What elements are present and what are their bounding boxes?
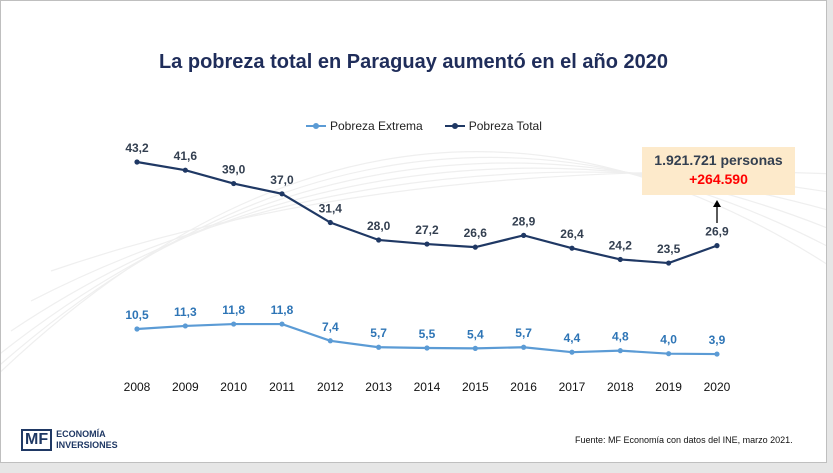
x-tick-label: 2012 bbox=[317, 380, 344, 394]
slide: La pobreza total en Paraguay aumentó en … bbox=[0, 0, 827, 463]
data-label: 41,6 bbox=[174, 149, 198, 163]
x-tick-label: 2016 bbox=[510, 380, 537, 394]
background-arc bbox=[1, 151, 826, 373]
data-point bbox=[666, 260, 672, 266]
data-point bbox=[134, 159, 140, 165]
logo-line2: INVERSIONES bbox=[56, 440, 118, 450]
legend-swatch bbox=[306, 123, 326, 129]
data-point bbox=[714, 351, 720, 357]
x-tick-label: 2017 bbox=[559, 380, 586, 394]
x-tick-label: 2011 bbox=[269, 380, 295, 394]
legend-item-extrema: Pobreza Extrema bbox=[306, 119, 423, 133]
annotation-box: 1.921.721 personas +264.590 bbox=[642, 147, 795, 195]
arrow-up-icon bbox=[713, 200, 721, 207]
x-tick-label: 2019 bbox=[655, 380, 682, 394]
legend-swatch bbox=[444, 123, 465, 129]
x-tick-label: 2013 bbox=[365, 380, 392, 394]
chart-plot: 2008 2009 2010 2011 2012 2013 2014 2015 2016 2017… bbox=[1, 141, 826, 394]
data-label: 11,8 bbox=[271, 303, 294, 317]
data-point bbox=[327, 338, 333, 344]
data-point bbox=[472, 345, 478, 351]
data-label: 37,0 bbox=[270, 173, 294, 187]
x-tick-label: 2015 bbox=[462, 380, 489, 394]
logo: MF ECONOMÍA INVERSIONES bbox=[21, 429, 118, 451]
data-point bbox=[666, 351, 672, 357]
data-point bbox=[617, 256, 623, 263]
data-label: 3,9 bbox=[709, 333, 726, 347]
data-point bbox=[424, 345, 430, 351]
x-tick-label: 2018 bbox=[607, 380, 634, 394]
data-point bbox=[521, 232, 527, 238]
data-point bbox=[569, 245, 575, 251]
data-label: 11,8 bbox=[222, 303, 245, 317]
data-label: 5,5 bbox=[419, 327, 436, 341]
data-point bbox=[714, 243, 720, 249]
annotation-people: 1.921.721 personas bbox=[654, 152, 783, 168]
data-label: 5,4 bbox=[467, 327, 484, 341]
legend-label: Pobreza Extrema bbox=[330, 119, 423, 133]
data-point bbox=[472, 244, 478, 250]
data-label: 4,4 bbox=[564, 331, 581, 345]
background-arc bbox=[1, 162, 826, 354]
x-tick-label: 2020 bbox=[704, 380, 731, 394]
data-label: 4,0 bbox=[660, 333, 677, 347]
data-point bbox=[279, 321, 285, 327]
data-point bbox=[424, 241, 430, 247]
data-label: 28,9 bbox=[512, 214, 536, 228]
data-point bbox=[327, 219, 333, 226]
data-point bbox=[231, 321, 237, 327]
data-point bbox=[231, 180, 237, 187]
data-point bbox=[617, 348, 623, 354]
data-point bbox=[569, 349, 575, 355]
data-label: 31,4 bbox=[319, 202, 343, 216]
data-label: 26,6 bbox=[464, 226, 488, 240]
chart-title: La pobreza total en Paraguay aumentó en … bbox=[158, 51, 669, 73]
data-label: 26,4 bbox=[560, 227, 584, 241]
x-tick-label: 2009 bbox=[172, 380, 199, 394]
data-point bbox=[134, 326, 140, 332]
data-point bbox=[182, 167, 188, 173]
x-tick-label: 2008 bbox=[124, 380, 151, 394]
data-label: 4,8 bbox=[612, 330, 629, 344]
data-label: 26,9 bbox=[705, 225, 729, 239]
data-label: 7,4 bbox=[322, 320, 339, 334]
legend-label: Pobreza Total bbox=[468, 119, 542, 133]
data-point bbox=[279, 191, 285, 197]
logo-mark: MF bbox=[21, 429, 53, 451]
data-point bbox=[376, 237, 382, 243]
data-label: 24,2 bbox=[609, 238, 633, 252]
data-label: 28,0 bbox=[367, 219, 391, 233]
logo-line1: ECONOMÍA bbox=[56, 429, 106, 439]
data-point bbox=[182, 323, 188, 329]
data-point bbox=[521, 344, 527, 350]
data-label: 5,7 bbox=[515, 326, 532, 340]
background-arc bbox=[1, 156, 826, 365]
data-label: 43,2 bbox=[125, 141, 149, 155]
data-point bbox=[376, 344, 382, 350]
data-label: 10,5 bbox=[125, 308, 149, 322]
data-label: 39,0 bbox=[222, 163, 246, 177]
data-label: 5,7 bbox=[370, 326, 387, 340]
annotation-increase: +264.590 bbox=[689, 171, 748, 187]
data-label: 27,2 bbox=[415, 223, 439, 237]
legend-item-total: Pobreza Total bbox=[444, 119, 542, 133]
source-note: Fuente: MF Economía con datos del INE, m… bbox=[575, 435, 793, 445]
x-tick-label: 2014 bbox=[414, 380, 441, 394]
x-tick-label: 2010 bbox=[220, 380, 247, 394]
data-label: 11,3 bbox=[174, 305, 197, 319]
legend: Pobreza Extrema Pobreza Total bbox=[306, 119, 542, 133]
data-label: 23,5 bbox=[657, 242, 681, 256]
